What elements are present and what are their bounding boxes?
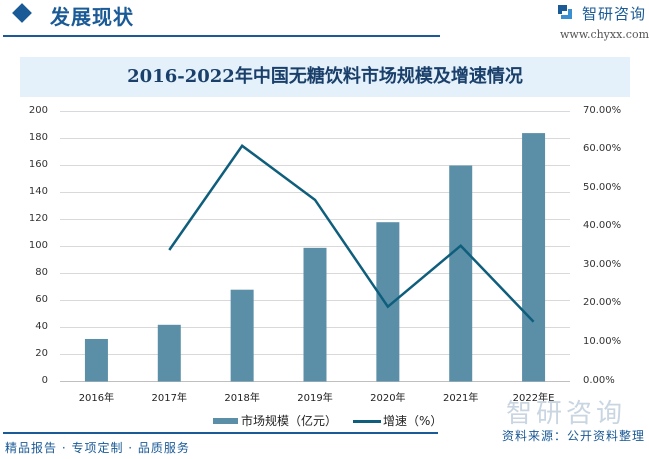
y-right-tick: 10.00% xyxy=(583,335,622,347)
bar-market-size xyxy=(157,324,181,382)
y-left-tick: 140 xyxy=(28,185,48,197)
x-tick: 2019年 xyxy=(297,393,333,404)
header-divider xyxy=(3,35,440,37)
bar-market-size xyxy=(522,133,546,382)
chart-title: 2016-2022年中国无糖饮料市场规模及增速情况 xyxy=(127,66,523,87)
y-left-tick: 180 xyxy=(28,131,48,143)
footer-divider xyxy=(3,432,438,434)
bar-market-size xyxy=(84,338,108,382)
y-left-tick: 200 xyxy=(28,104,48,116)
footer-slogan: 精品报告 · 专项定制 · 品质服务 xyxy=(5,441,190,455)
legend-bar-label: 市场规模（亿元） xyxy=(241,414,338,428)
line-growth-rate xyxy=(168,144,535,323)
y-left-tick: 160 xyxy=(28,158,48,170)
legend-bar-swatch xyxy=(213,418,238,424)
x-tick: 2020年 xyxy=(370,393,406,404)
y-right-tick: 70.00% xyxy=(583,104,622,116)
chart-title-band xyxy=(20,57,630,97)
x-tick: 2017年 xyxy=(151,393,187,404)
y-right-tick: 30.00% xyxy=(583,258,622,270)
bar-market-size xyxy=(376,222,400,382)
y-right-tick: 0.00% xyxy=(583,374,615,386)
brand-logo-icon xyxy=(558,5,572,19)
bar-market-size xyxy=(230,289,254,382)
bar-market-size xyxy=(303,247,327,382)
brand-url: www.chyxx.com xyxy=(560,28,649,41)
brand-name: 智研咨询 xyxy=(582,5,647,23)
y-left-tick: 60 xyxy=(35,293,48,305)
y-left-tick: 0 xyxy=(41,374,48,386)
x-tick: 2021年 xyxy=(442,393,479,404)
y-left-tick: 100 xyxy=(28,239,48,251)
y-right-tick: 40.00% xyxy=(583,220,622,232)
bar-market-size xyxy=(449,165,473,382)
y-right-tick: 20.00% xyxy=(583,297,622,309)
section-title: 发展现状 xyxy=(50,5,134,29)
data-source: 资料来源：公开资料整理 xyxy=(502,429,646,443)
x-tick: 2016年 xyxy=(78,393,115,404)
y-left-tick: 40 xyxy=(35,320,48,332)
y-left-tick: 20 xyxy=(35,347,48,359)
x-tick: 2022年E xyxy=(512,393,555,404)
y-left-tick: 80 xyxy=(35,266,48,278)
x-tick: 2018年 xyxy=(224,393,260,404)
y-right-tick: 60.00% xyxy=(583,143,622,155)
y-left-tick: 120 xyxy=(28,212,48,224)
brand-watermark: 智研咨询 xyxy=(506,399,627,429)
legend-line-label: 增速（%） xyxy=(383,414,443,428)
legend-line-swatch xyxy=(353,420,381,423)
y-right-tick: 50.00% xyxy=(583,181,622,193)
